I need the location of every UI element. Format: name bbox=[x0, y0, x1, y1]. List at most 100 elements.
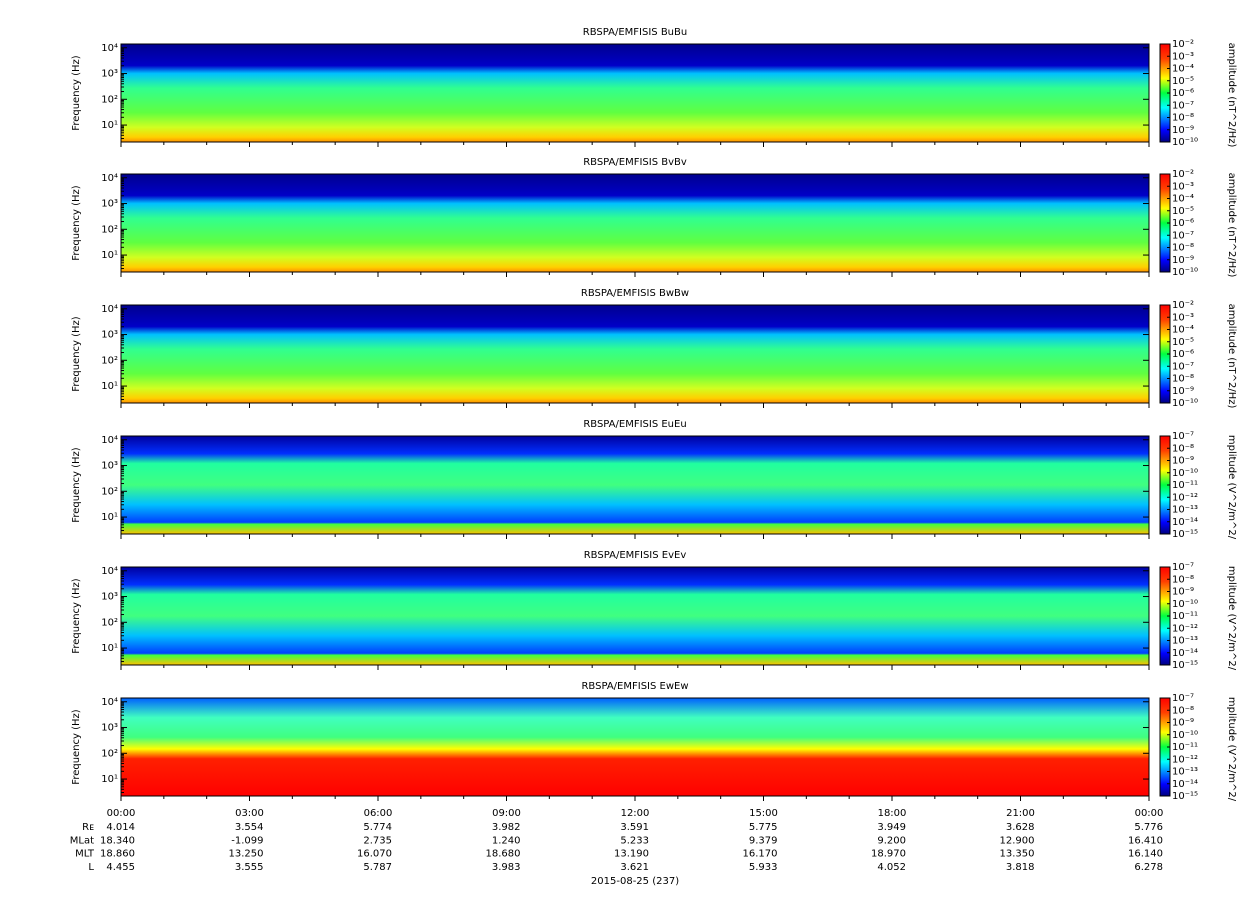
colorbar bbox=[1160, 174, 1170, 272]
colorbar-tick-label: 10⁻⁵ bbox=[1172, 76, 1194, 87]
y-axis-label: Frequency (Hz) bbox=[71, 578, 82, 654]
ephemeris-value: 18.860 bbox=[100, 849, 135, 860]
y-tick-label: 10⁴ bbox=[101, 43, 118, 54]
colorbar-tick-label: 10⁻¹⁰ bbox=[1172, 730, 1198, 741]
ephemeris-value: 6.278 bbox=[1134, 862, 1163, 873]
ephemeris-value: 3.628 bbox=[1006, 822, 1035, 833]
colorbar-tick-label: 10⁻⁹ bbox=[1172, 386, 1194, 397]
colorbar-tick-label: 10⁻¹¹ bbox=[1172, 480, 1198, 491]
colorbar-tick-label: 10⁻² bbox=[1172, 39, 1194, 50]
ephemeris-value: 16.410 bbox=[1128, 835, 1163, 846]
colorbar-label: mplitude (V^2/m^2/ bbox=[1226, 566, 1237, 671]
colorbar-tick-label: 10⁻¹⁰ bbox=[1172, 137, 1198, 148]
ephemeris-value: 5.787 bbox=[363, 862, 392, 873]
y-axis-label: Frequency (Hz) bbox=[71, 55, 82, 131]
colorbar-label: amplitude (nT^2/Hz) bbox=[1226, 304, 1237, 409]
colorbar-tick-label: 10⁻¹³ bbox=[1172, 505, 1198, 516]
y-tick-label: 10² bbox=[101, 224, 118, 235]
colorbar-tick-label: 10⁻⁶ bbox=[1172, 349, 1194, 360]
ephemeris-value: 5.933 bbox=[749, 862, 778, 873]
x-tick-label: 00:00 bbox=[107, 808, 136, 819]
colorbar-tick-label: 10⁻³ bbox=[1172, 181, 1194, 192]
spectrogram-image bbox=[121, 436, 1149, 534]
ephemeris-value: 3.982 bbox=[492, 822, 521, 833]
ephemeris-value: 13.190 bbox=[614, 849, 649, 860]
colorbar-tick-label: 10⁻¹⁴ bbox=[1172, 648, 1198, 659]
ephemeris-value: 3.949 bbox=[877, 822, 906, 833]
spectrogram-image bbox=[121, 44, 1149, 142]
colorbar-tick-label: 10⁻⁸ bbox=[1172, 113, 1194, 124]
ephemeris-label: MLT bbox=[75, 849, 95, 860]
colorbar-tick-label: 10⁻¹² bbox=[1172, 492, 1198, 503]
ephemeris-value: 13.350 bbox=[1000, 849, 1035, 860]
y-tick-label: 10¹ bbox=[101, 512, 118, 523]
ephemeris-value: 16.070 bbox=[357, 849, 392, 860]
colorbar-tick-label: 10⁻⁹ bbox=[1172, 718, 1194, 729]
ephemeris-value: 3.621 bbox=[620, 862, 649, 873]
y-tick-label: 10² bbox=[101, 94, 118, 105]
ephemeris-value: 4.052 bbox=[877, 862, 906, 873]
y-tick-label: 10² bbox=[101, 748, 118, 759]
ephemeris-value: 2.735 bbox=[363, 835, 392, 846]
ephemeris-label: MLat bbox=[70, 835, 94, 846]
colorbar-tick-label: 10⁻¹² bbox=[1172, 754, 1198, 765]
colorbar-tick-label: 10⁻¹⁵ bbox=[1172, 660, 1198, 671]
ephemeris-value: 5.775 bbox=[749, 822, 778, 833]
ephemeris-value: 3.818 bbox=[1006, 862, 1035, 873]
ephemeris-value: 18.680 bbox=[486, 849, 521, 860]
colorbar-tick-label: 10⁻³ bbox=[1172, 51, 1194, 62]
ephemeris-value: 3.554 bbox=[235, 822, 264, 833]
colorbar-tick-label: 10⁻⁸ bbox=[1172, 443, 1194, 454]
ephemeris-value: 5.776 bbox=[1134, 822, 1163, 833]
y-tick-label: 10¹ bbox=[101, 381, 118, 392]
colorbar bbox=[1160, 436, 1170, 534]
x-tick-label: 12:00 bbox=[621, 808, 650, 819]
ephemeris-value: 5.233 bbox=[620, 835, 649, 846]
colorbar-tick-label: 10⁻⁷ bbox=[1172, 562, 1194, 573]
colorbar-tick-label: 10⁻¹⁵ bbox=[1172, 791, 1198, 802]
colorbar-tick-label: 10⁻⁹ bbox=[1172, 456, 1194, 467]
panel-title: RBSPA/EMFISIS EwEw bbox=[581, 681, 688, 692]
colorbar-label: amplitude (nT^2/Hz) bbox=[1226, 43, 1237, 148]
colorbar-tick-label: 10⁻⁶ bbox=[1172, 88, 1194, 99]
ephemeris-label: Rᴇ bbox=[82, 822, 94, 833]
colorbar-tick-label: 10⁻¹⁰ bbox=[1172, 398, 1198, 409]
y-tick-label: 10⁴ bbox=[101, 435, 118, 446]
x-tick-label: 06:00 bbox=[364, 808, 393, 819]
ephemeris-value: 13.250 bbox=[229, 849, 264, 860]
colorbar bbox=[1160, 698, 1170, 796]
y-axis-label: Frequency (Hz) bbox=[71, 447, 82, 523]
ephemeris-value: 16.140 bbox=[1128, 849, 1163, 860]
colorbar-tick-label: 10⁻² bbox=[1172, 300, 1194, 311]
y-tick-label: 10³ bbox=[101, 199, 118, 210]
y-tick-label: 10⁴ bbox=[101, 304, 118, 315]
y-tick-label: 10⁴ bbox=[101, 697, 118, 708]
panel-title: RBSPA/EMFISIS BuBu bbox=[583, 27, 687, 38]
colorbar-tick-label: 10⁻³ bbox=[1172, 312, 1194, 323]
colorbar bbox=[1160, 44, 1170, 142]
panel-title: RBSPA/EMFISIS EuEu bbox=[583, 419, 686, 430]
colorbar-tick-label: 10⁻⁷ bbox=[1172, 230, 1194, 241]
colorbar-tick-label: 10⁻¹⁰ bbox=[1172, 468, 1198, 479]
colorbar-label: mplitude (V^2/m^2/ bbox=[1226, 435, 1237, 540]
y-tick-label: 10⁴ bbox=[101, 173, 118, 184]
ephemeris-value: 18.340 bbox=[100, 835, 135, 846]
colorbar-tick-label: 10⁻⁸ bbox=[1172, 574, 1194, 585]
panel-title: RBSPA/EMFISIS BvBv bbox=[583, 157, 687, 168]
x-tick-label: 03:00 bbox=[235, 808, 264, 819]
colorbar-tick-label: 10⁻¹⁴ bbox=[1172, 517, 1198, 528]
ephemeris-value: 3.591 bbox=[620, 822, 649, 833]
colorbar-label: mplitude (V^2/m^2/ bbox=[1226, 697, 1237, 802]
x-tick-label: 09:00 bbox=[492, 808, 521, 819]
y-tick-label: 10¹ bbox=[101, 643, 118, 654]
colorbar-tick-label: 10⁻¹⁰ bbox=[1172, 599, 1198, 610]
ephemeris-value: 3.983 bbox=[492, 862, 521, 873]
colorbar-tick-label: 10⁻¹⁴ bbox=[1172, 779, 1198, 790]
y-tick-label: 10³ bbox=[101, 330, 118, 341]
y-tick-label: 10² bbox=[101, 486, 118, 497]
colorbar-tick-label: 10⁻¹³ bbox=[1172, 767, 1198, 778]
ephemeris-value: 1.240 bbox=[492, 835, 521, 846]
panel-title: RBSPA/EMFISIS EvEv bbox=[584, 550, 687, 561]
colorbar-tick-label: 10⁻¹² bbox=[1172, 623, 1198, 634]
